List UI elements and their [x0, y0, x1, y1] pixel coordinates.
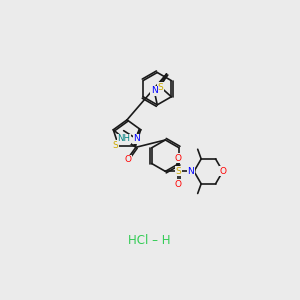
- Text: S: S: [113, 141, 118, 150]
- Text: O: O: [220, 167, 227, 176]
- Text: NH: NH: [117, 134, 130, 143]
- Text: O: O: [175, 180, 182, 189]
- Text: N: N: [133, 134, 140, 143]
- Text: S: S: [158, 83, 164, 92]
- Text: N: N: [151, 86, 158, 95]
- Text: N: N: [188, 167, 194, 176]
- Text: O: O: [125, 155, 132, 164]
- Text: O: O: [175, 154, 182, 163]
- Text: HCl – H: HCl – H: [128, 234, 170, 247]
- Text: S: S: [175, 167, 181, 176]
